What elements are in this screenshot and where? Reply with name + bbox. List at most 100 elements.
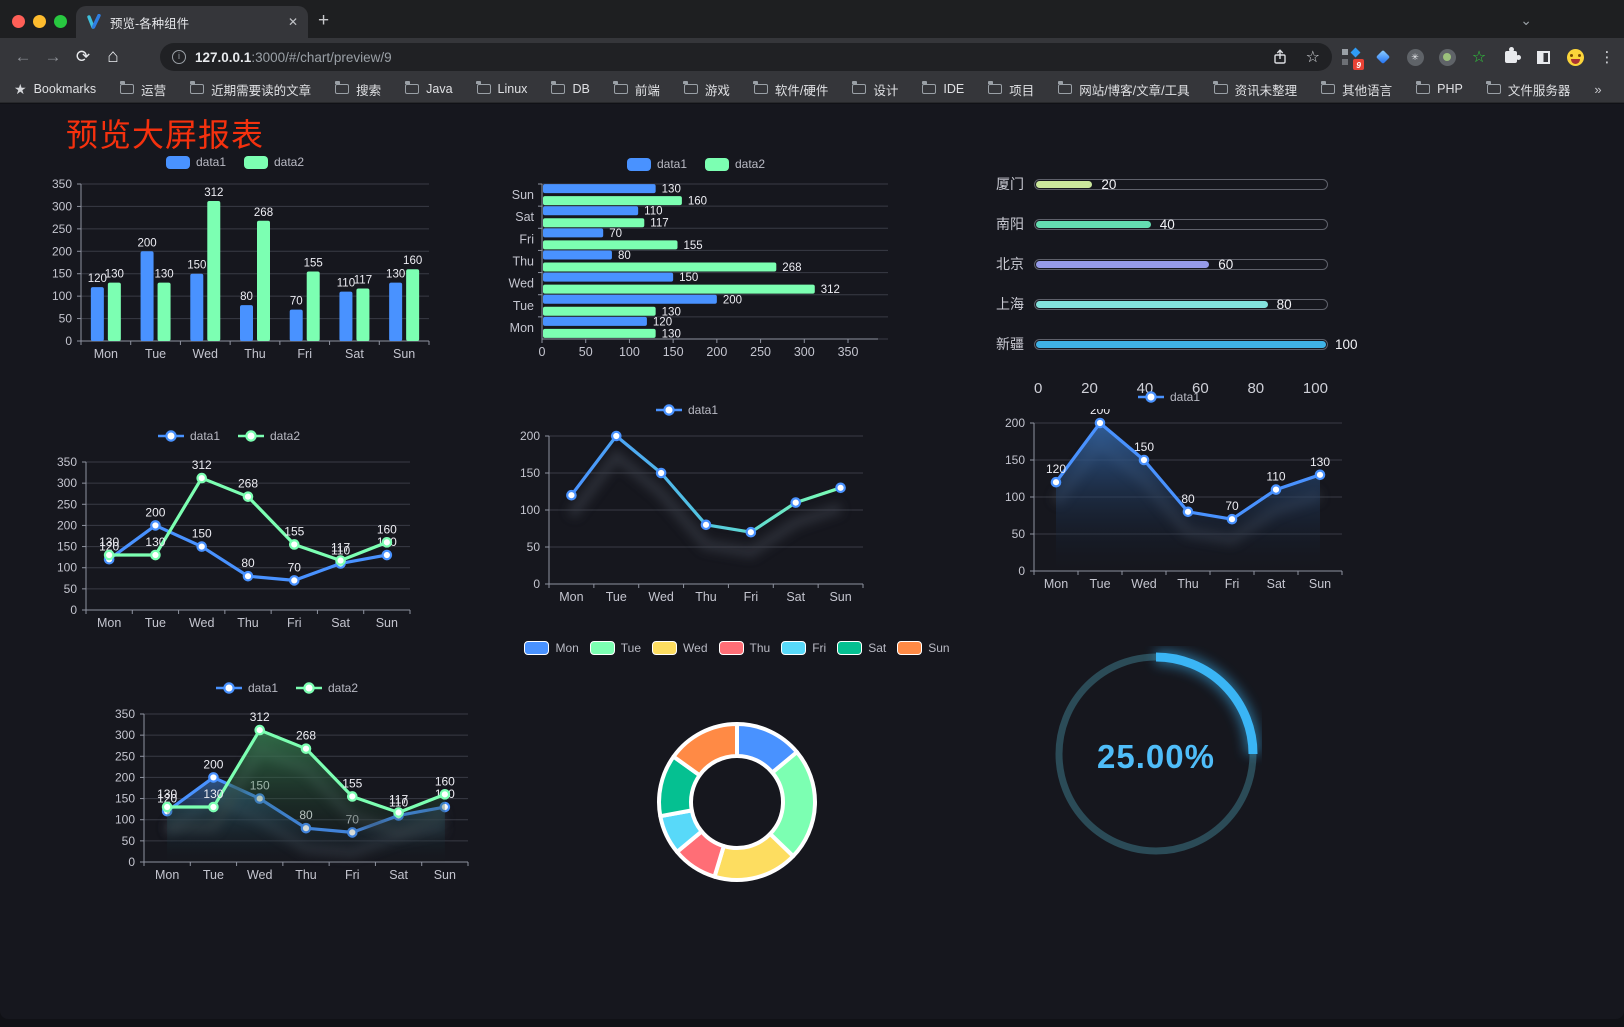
progress-track: 40 [1034,217,1328,232]
legend-item-data1[interactable]: data1 [655,403,718,417]
reload-button[interactable]: ⟳ [75,47,91,66]
bookmark-folder[interactable]: 搜索 [334,80,381,99]
svg-text:117: 117 [354,275,372,287]
bookmark-folder[interactable]: 项目 [987,80,1034,99]
dark-mode-extension-icon[interactable] [1534,48,1552,66]
legend-item-data2[interactable]: data2 [705,157,765,171]
legend-item-data2[interactable]: data2 [238,429,300,443]
folder-icon [550,81,566,94]
asterisk-circle-extension-icon[interactable]: ✳ [1406,48,1424,66]
progress-track: 20 [1034,177,1328,192]
svg-text:117: 117 [331,541,350,555]
progress-fill [1036,180,1093,188]
chart-canvas: 0 50 100 150 200 250 300 350 Mon Tue Wed Thu Fri Sat S… [57,455,411,630]
bookmark-star-icon[interactable]: ☆ [1305,49,1320,66]
bookmark-folder[interactable]: Java [404,81,453,96]
svg-text:Wed: Wed [1131,577,1157,591]
bookmark-folder[interactable]: 网站/博客/文章/工具 [1057,80,1190,99]
svg-text:Sat: Sat [331,616,350,630]
progress-fill [1036,340,1326,348]
svg-text:Tue: Tue [606,590,627,604]
share-icon[interactable] [1272,49,1288,65]
emoji-extension-icon[interactable] [1566,48,1584,66]
svg-text:Thu: Thu [695,590,717,604]
progress-track: 100 [1034,337,1358,352]
bookmark-folder[interactable]: 近期需要读的文章 [189,80,311,99]
legend-item-data2[interactable]: data2 [296,681,358,695]
bookmark-folder[interactable]: 游戏 [683,80,730,99]
svg-text:150: 150 [52,267,72,281]
legend-item-data1[interactable]: data1 [215,681,278,695]
green-star-extension-icon[interactable]: ☆ [1471,49,1487,66]
new-tab-button[interactable]: + [318,10,330,31]
folder-icon [119,81,135,94]
svg-text:150: 150 [1005,453,1025,467]
svg-text:110: 110 [331,543,350,557]
gauge-value: 25.00% [1097,738,1215,775]
svg-text:250: 250 [750,345,771,359]
bookmark-folder[interactable]: Linux [476,81,527,96]
tab-search-chevron-icon[interactable]: ⌄ [1520,12,1532,28]
bookmark-folder[interactable]: IDE [921,81,964,96]
chart-canvas: 0 50 100 150 200 250 300 350 Mon Tue Wed Thu Fri Sat S… [52,177,430,361]
browser-menu-icon[interactable]: ⋮ [1599,49,1615,66]
legend-item-Sat[interactable]: Sat [837,641,886,655]
bookmark-folder[interactable]: 软件/硬件 [753,80,828,99]
legend-item-Fri[interactable]: Fri [781,641,826,655]
svg-text:Thu: Thu [1177,577,1199,591]
bookmark-folder[interactable]: 资讯未整理 [1213,80,1297,99]
legend-item-Mon[interactable]: Mon [524,641,579,655]
bookmark-folder[interactable]: 设计 [851,80,898,99]
bookmark-folder[interactable]: 前端 [613,80,660,99]
svg-text:120: 120 [653,316,672,328]
legend-item-data2[interactable]: data2 [244,155,304,169]
close-window-button[interactable] [12,15,25,28]
gem-extension-icon[interactable] [1374,48,1392,66]
svg-text:0: 0 [539,345,546,359]
legend-item-data1[interactable]: data1 [157,429,220,443]
address-bar[interactable]: i 127.0.0.1:3000/#/chart/preview/9 ☆ [160,43,1332,71]
svg-text:268: 268 [782,262,801,274]
green-dot-circle-extension-icon[interactable] [1438,48,1456,66]
bookmark-folder[interactable]: PHP [1415,81,1463,96]
bookmark-folder[interactable]: DB [550,81,590,96]
legend-item-data1[interactable]: data1 [165,155,226,169]
svg-text:155: 155 [342,776,362,790]
bookmarks-root[interactable]: ★ Bookmarks [14,81,96,98]
tab-close-icon[interactable]: ✕ [287,15,298,29]
chart-legend: data1 data2 [500,152,892,176]
legend-item-Tue[interactable]: Tue [589,641,641,655]
svg-text:Sat: Sat [786,590,805,604]
legend-item-Sun[interactable]: Sun [897,641,950,655]
chart-legend: data1 data2 [98,676,476,700]
progress-row-厦门: 厦门 20 [988,164,1354,204]
svg-text:130: 130 [1310,455,1330,469]
svg-text:300: 300 [115,728,135,742]
site-info-icon[interactable]: i [172,50,186,64]
forward-button[interactable]: → [44,47,62,66]
puzzle-extensions-icon[interactable] [1502,47,1521,66]
svg-text:Tue: Tue [145,616,166,630]
folder-icon [1057,81,1073,94]
legend-item-Thu[interactable]: Thu [718,641,770,655]
bookmark-folder[interactable]: 其他语言 [1320,80,1392,99]
legend-item-data1[interactable]: data1 [1137,390,1200,404]
bookmarks-overflow-chevron[interactable]: » [1594,81,1602,97]
back-button[interactable]: ← [14,47,32,66]
svg-text:0: 0 [65,334,72,348]
bookmark-folder[interactable]: 运营 [119,80,166,99]
home-button[interactable]: ⌂ [107,46,119,67]
browser-tab[interactable]: 预览-各种组件 ✕ [76,6,308,38]
legend-item-Wed[interactable]: Wed [652,641,708,655]
blocks-extension-icon[interactable]: 9 [1342,47,1364,70]
maximize-window-button[interactable] [54,15,67,28]
legend-item-data1[interactable]: data1 [626,157,687,171]
bookmark-folder[interactable]: 文件服务器 [1486,80,1570,99]
chart-donut: Mon Tue Wed Thu Fri Sat Sun [524,636,950,890]
svg-text:100: 100 [619,345,640,359]
svg-text:250: 250 [115,749,135,763]
chart-line-two-series: data1 data2 0 50 100 150 200 250 300 350 Mon Tue Wed… [40,424,418,636]
tab-strip: 预览-各种组件 ✕ + ⌄ [0,0,1624,38]
minimize-window-button[interactable] [33,15,46,28]
folder-icon [334,81,350,94]
